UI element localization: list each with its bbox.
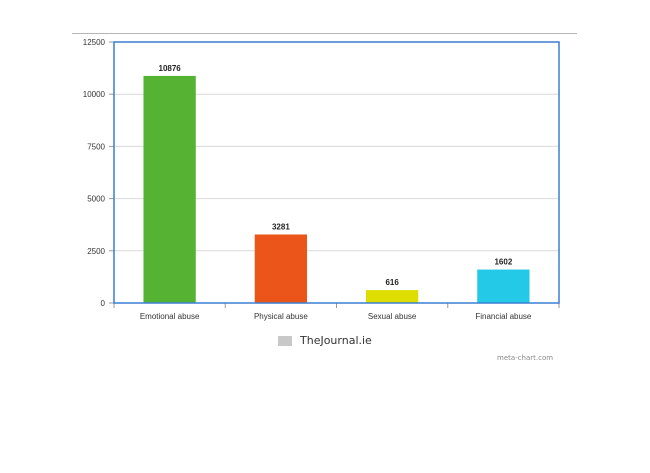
- bars: [143, 75, 530, 303]
- bar: [143, 75, 196, 303]
- x-category-label: Emotional abuse: [140, 312, 200, 321]
- y-tick-label: 12500: [83, 38, 106, 47]
- y-tick-label: 10000: [83, 90, 106, 99]
- plot-border: [113, 41, 560, 304]
- legend-label: TheJournal.ie: [300, 334, 372, 347]
- data-label: 616: [385, 278, 399, 287]
- y-tick-label: 2500: [87, 247, 105, 256]
- y-tick-label: 7500: [87, 142, 105, 151]
- data-label: 3281: [272, 222, 290, 231]
- x-category-label: Physical abuse: [254, 312, 308, 321]
- x-category-label: Sexual abuse: [368, 312, 417, 321]
- bar: [254, 234, 308, 303]
- top-rule: [72, 33, 577, 34]
- data-label: 1602: [494, 258, 512, 267]
- legend-swatch: [278, 335, 292, 346]
- y-tick-label: 5000: [87, 195, 105, 204]
- labels: 0 2500 5000 7500 10000 12500 10876 Emotional ab…: [83, 38, 532, 321]
- credit-text: meta-chart.com: [497, 354, 554, 362]
- legend: TheJournal.ie: [278, 334, 372, 347]
- bar: [365, 290, 419, 303]
- bar: [477, 269, 530, 303]
- y-tick-label: 0: [101, 299, 106, 308]
- x-category-label: Financial abuse: [475, 312, 532, 321]
- data-label: 10876: [159, 64, 182, 73]
